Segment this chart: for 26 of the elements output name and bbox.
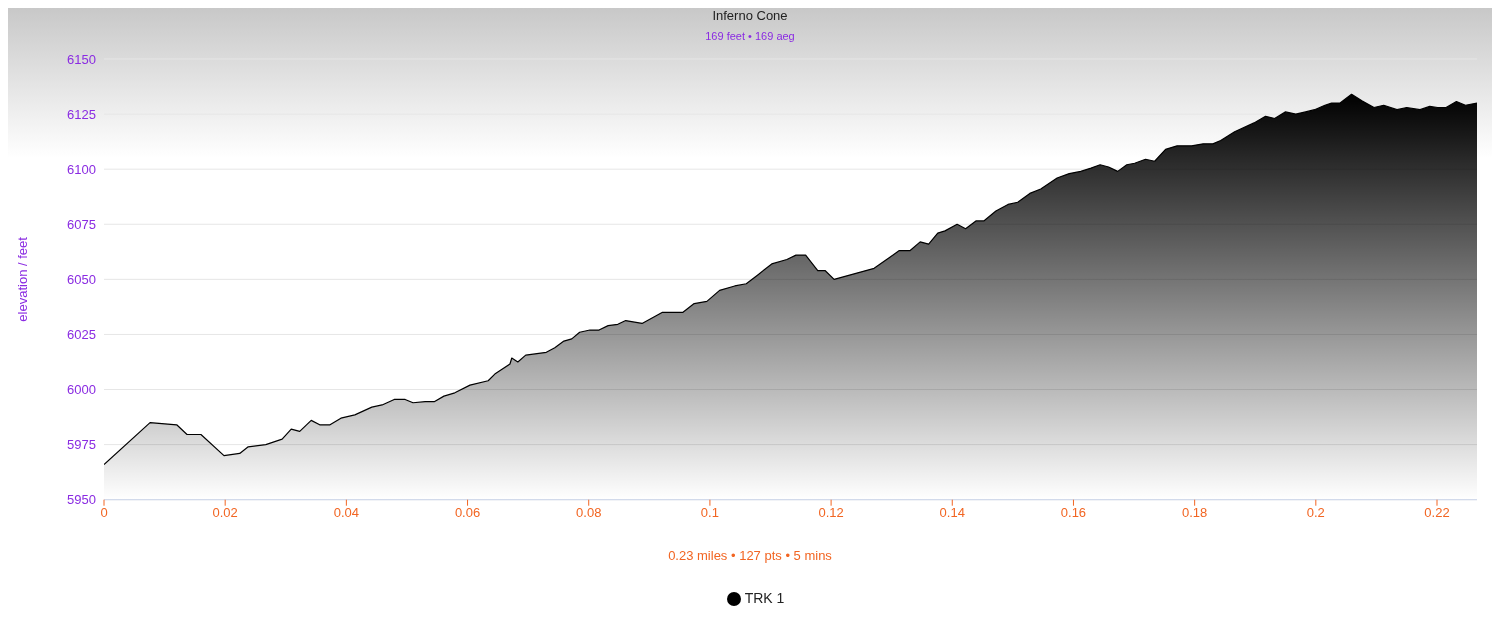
x-tick-label: 0.06 — [454, 504, 481, 520]
x-tick-label: 0.2 — [1306, 504, 1325, 520]
y-tick-label: 6075 — [67, 216, 96, 232]
x-tick-label: 0.22 — [1424, 504, 1450, 520]
y-tick-label: 6025 — [67, 327, 96, 343]
y-axis-title: elevation / feet — [14, 236, 30, 322]
x-tick-label: 0.04 — [333, 504, 360, 520]
y-tick-label: 6125 — [67, 106, 96, 122]
y-tick-label: 6050 — [67, 271, 96, 287]
y-tick-label: 6150 — [67, 51, 96, 67]
y-tick-label: 6100 — [67, 161, 96, 177]
x-axis-title: 0.23 miles • 127 pts • 5 mins — [667, 548, 833, 563]
y-tick-label: 5975 — [67, 437, 96, 453]
x-tick-label: 0.18 — [1181, 504, 1208, 520]
x-tick-label: 0 — [100, 504, 108, 520]
x-tick-label: 0.12 — [818, 504, 844, 520]
legend-label: TRK 1 — [744, 589, 785, 606]
x-tick-label: 0.16 — [1060, 504, 1087, 520]
x-tick-label: 0.08 — [576, 504, 602, 520]
chart-title: Inferno Cone — [711, 8, 789, 23]
y-tick-label: 6000 — [67, 382, 96, 398]
x-tick-label: 0.1 — [700, 504, 719, 520]
chart-subtitle: 169 feet • 169 aeg — [704, 30, 796, 42]
y-tick-label: 5950 — [67, 492, 96, 508]
x-tick-label: 0.02 — [212, 504, 238, 520]
x-tick-label: 0.14 — [939, 504, 965, 520]
